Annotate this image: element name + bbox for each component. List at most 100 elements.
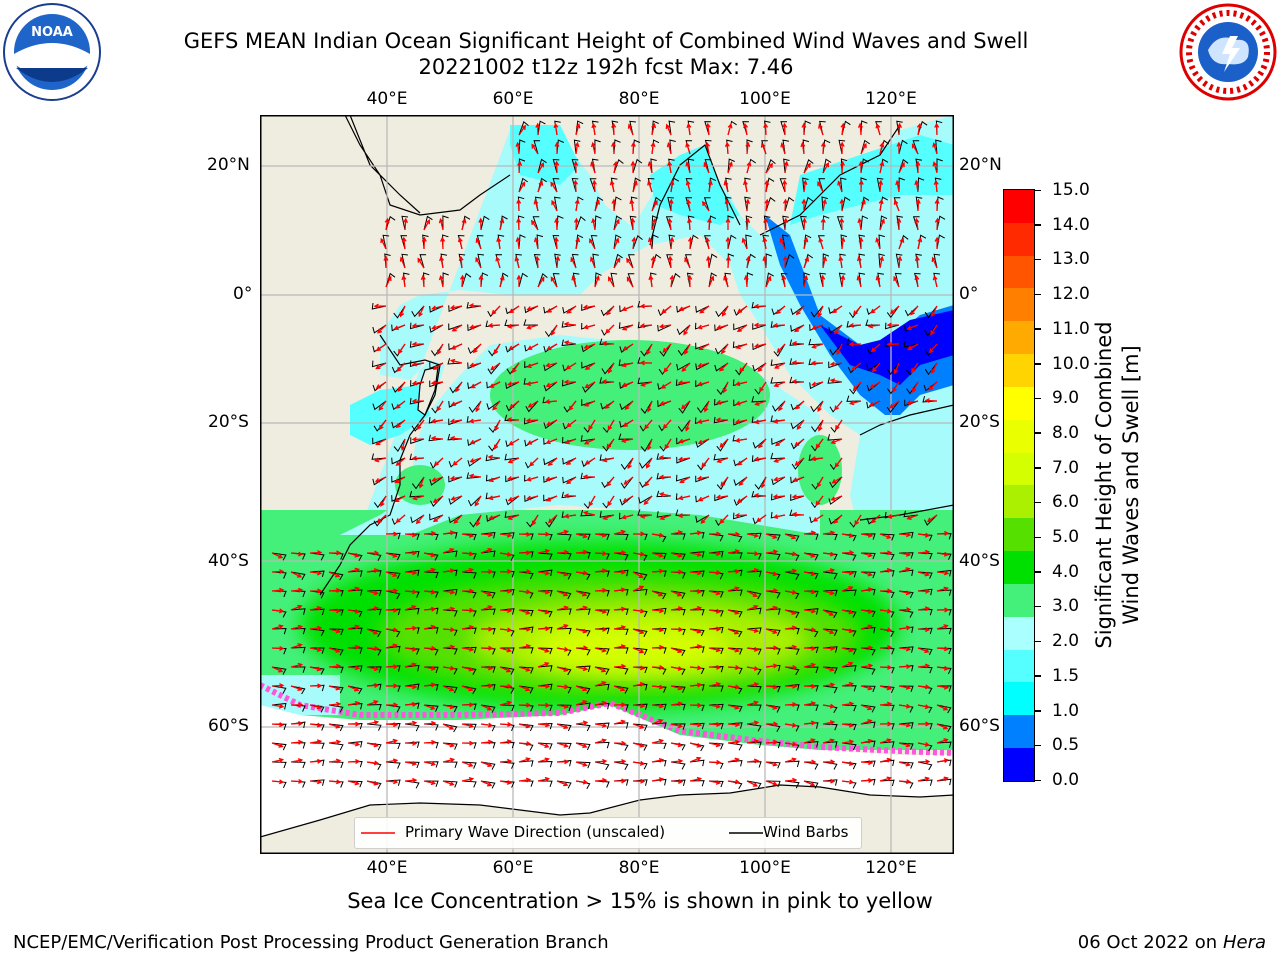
wave-direction-arrow [442,685,455,692]
wind-barb [613,253,623,269]
wave-direction-arrow [721,343,729,355]
wind-barb [480,704,496,713]
wind-barb [841,742,857,751]
wave-direction-arrow [933,179,939,193]
wave-direction-arrow [423,530,437,536]
wind-barb [575,685,591,695]
wave-direction-arrow [613,778,627,784]
colorbar-tick-mark [1034,432,1041,434]
wave-direction-arrow [791,511,805,517]
wave-direction-arrow [632,180,638,193]
wave-direction-arrow [822,682,836,688]
wave-direction-arrow [765,588,779,594]
wind-barb [613,685,629,694]
wave-direction-arrow [613,685,626,692]
wind-barb [423,627,439,634]
wave-direction-arrow [399,256,406,269]
wave-direction-arrow [667,217,673,231]
wave-direction-arrow [556,646,570,652]
wave-direction-arrow [759,381,767,393]
wave-direction-arrow [416,419,425,430]
wind-barb [879,779,895,787]
wind-barb [860,666,876,675]
wave-direction-arrow [753,493,767,498]
wave-direction-arrow [442,723,455,730]
wave-direction-arrow [582,474,596,480]
wind-barb [371,453,387,460]
wave-direction-arrow [915,198,921,212]
wave-direction-arrow [621,305,634,312]
wind-barb [372,437,387,445]
wind-barb [518,760,534,767]
wave-direction-arrow [886,341,900,347]
wave-direction-arrow [518,569,532,575]
wind-barb [391,457,406,465]
wave-direction-arrow [670,606,684,612]
wind-barb [461,533,477,541]
wave-direction-arrow [670,552,683,558]
wave-direction-arrow [727,531,741,537]
wave-direction-arrow [565,362,577,370]
wind-barb [552,272,560,288]
wave-direction-arrow [848,322,862,328]
wave-direction-arrow [575,720,589,726]
wave-direction-arrow [537,776,551,782]
wave-direction-arrow [489,381,501,388]
wind-barb [537,722,553,730]
colorbar-tick-label: 5.0 [1052,527,1080,548]
wave-direction-arrow [689,776,703,782]
wave-direction-arrow [584,362,596,370]
wind-barb [822,158,832,174]
wave-direction-arrow [594,626,608,632]
wind-barb [499,704,515,712]
wind-barb [400,235,408,250]
wave-direction-arrow [930,324,938,336]
wave-direction-arrow [437,343,444,355]
wind-barb [504,453,520,461]
wave-direction-arrow [860,738,874,744]
wave-direction-arrow [442,606,456,612]
wind-barb [592,253,599,269]
wind-barb [791,457,805,470]
wave-direction-arrow [385,607,399,613]
wave-direction-arrow [621,324,634,331]
wind-barb [499,608,515,615]
wave-direction-arrow [735,400,748,406]
footer-date: 06 Oct 2022 on Hera [1078,932,1266,953]
wind-barb [409,490,425,498]
wave-direction-arrow [836,343,843,356]
wind-barb [480,590,496,599]
colorbar-tick-label: 12.0 [1052,284,1090,305]
wave-direction-arrow [746,682,760,688]
wave-direction-arrow [594,532,608,538]
wave-direction-arrow [499,739,513,745]
wave-direction-arrow [290,643,303,649]
wave-direction-arrow [699,305,710,314]
wind-barb [480,532,496,539]
wave-direction-arrow [347,741,361,747]
wave-direction-arrow [801,217,807,231]
wave-direction-arrow [439,255,444,269]
wave-direction-arrow [290,685,303,691]
wind-barb [828,324,843,334]
wind-barb [841,647,857,655]
wave-direction-arrow [440,236,446,250]
wave-direction-arrow [458,255,464,269]
wave-direction-arrow [461,532,475,538]
wind-barb [391,475,406,483]
wave-direction-arrow [763,122,769,136]
wave-direction-arrow [803,780,816,787]
wave-direction-arrow [461,567,475,573]
wave-direction-arrow [746,666,760,671]
wind-barb [803,608,819,615]
wave-direction-arrow [575,533,588,539]
wind-barb [385,590,401,600]
wave-direction-arrow [412,495,425,501]
wind-barb [487,362,501,375]
colorbar-segment [1004,419,1034,453]
wind-barb [385,571,401,580]
wave-direction-arrow [905,400,919,406]
wave-direction-arrow [347,700,361,706]
wave-direction-arrow [449,475,463,481]
wind-barb [784,533,800,542]
